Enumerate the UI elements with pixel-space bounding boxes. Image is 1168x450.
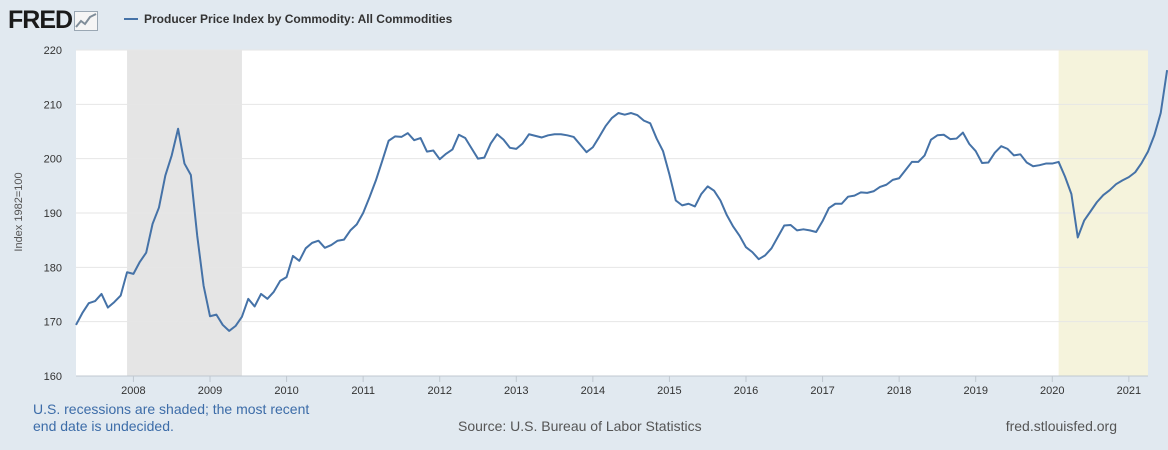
y-axis-label: Index 1982=100 [13, 172, 25, 251]
y-tick-label-160: 160 [44, 371, 62, 383]
recession-note: U.S. recessions are shaded; the most rec… [33, 401, 310, 434]
y-tick-label-210: 210 [44, 99, 62, 111]
x-tick-label-2018: 2018 [887, 385, 911, 397]
y-tick-label-200: 200 [44, 154, 62, 166]
chart-legend: Producer Price Index by Commodity: All C… [124, 12, 452, 26]
legend-swatch [124, 18, 138, 20]
fred-logo[interactable]: FRED [8, 6, 99, 35]
y-tick-label-180: 180 [44, 262, 62, 274]
x-tick-label-2021: 2021 [1117, 385, 1141, 397]
x-tick-label-2014: 2014 [581, 385, 605, 397]
x-tick-label-2012: 2012 [427, 385, 451, 397]
x-tick-label-2011: 2011 [351, 385, 375, 397]
y-tick-label-170: 170 [44, 317, 62, 329]
x-tick-label-2015: 2015 [657, 385, 681, 397]
x-tick-label-2020: 2020 [1040, 385, 1064, 397]
fred-url-link[interactable]: fred.stlouisfed.org [1005, 418, 1117, 434]
y-tick-label-190: 190 [44, 208, 62, 220]
x-tick-label-2013: 2013 [504, 385, 528, 397]
fred-logo-text: FRED [8, 6, 73, 34]
x-tick-label-2008: 2008 [121, 385, 145, 397]
y-tick-label-220: 220 [44, 45, 62, 57]
legend-label: Producer Price Index by Commodity: All C… [144, 12, 453, 26]
x-tick-label-2017: 2017 [810, 385, 834, 397]
x-tick-label-2019: 2019 [963, 385, 987, 397]
x-tick-label-2009: 2009 [198, 385, 222, 397]
source-text: Source: U.S. Bureau of Labor Statistics [458, 418, 702, 434]
x-tick-label-2010: 2010 [274, 385, 298, 397]
series-line-1 [75, 69, 1168, 332]
fred-chart-icon [74, 10, 99, 31]
x-tick-label-2016: 2016 [734, 385, 758, 397]
